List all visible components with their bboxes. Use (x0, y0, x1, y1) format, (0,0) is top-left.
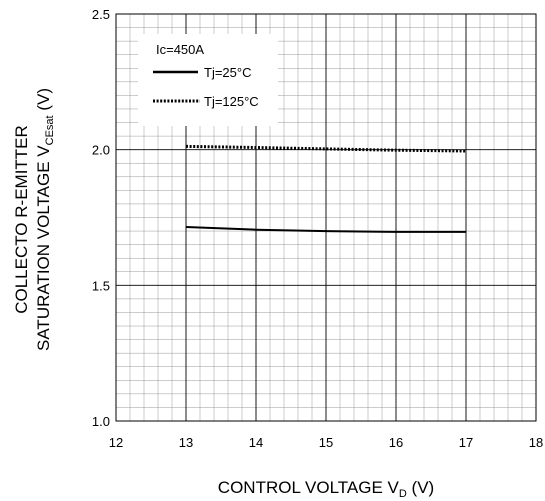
legend-label-tj25: Tj=25°C (204, 65, 251, 80)
legend: Ic=450A Tj=25°C Tj=125°C (138, 34, 278, 126)
legend-label-tj125: Tj=125°C (204, 94, 259, 109)
x-tick-labels: 12 13 14 15 16 17 18 (109, 435, 543, 450)
x-tick-label: 16 (389, 435, 403, 450)
plot-frame (115, 13, 537, 422)
y-axis-label-line2-main: SATURATION VOLTAGE V (34, 145, 53, 351)
y-tick-label: 1.5 (92, 278, 110, 293)
legend-title: Ic=450A (156, 42, 204, 57)
y-axis-label-line1: COLLECTO R-EMITTER (12, 125, 31, 314)
x-axis-label-unit: (V) (407, 478, 434, 497)
legend-background (138, 34, 278, 126)
x-tick-label: 14 (249, 435, 263, 450)
x-tick-label: 15 (319, 435, 333, 450)
y-tick-label: 2.0 (92, 143, 110, 158)
x-axis-label-subscript: D (399, 488, 407, 500)
x-tick-label: 13 (179, 435, 193, 450)
x-tick-label: 17 (459, 435, 473, 450)
x-axis-label: CONTROL VOLTAGE VD (V) (218, 478, 434, 500)
series-layer (185, 144, 467, 233)
y-axis-label: COLLECTO R-EMITTER SATURATION VOLTAGE VC… (12, 88, 56, 351)
x-axis-label-main: CONTROL VOLTAGE V (218, 478, 400, 497)
y-tick-label: 1.0 (92, 414, 110, 429)
x-tick-label: 18 (529, 435, 543, 450)
y-tick-labels: 1.0 1.5 2.0 2.5 (92, 7, 110, 429)
y-axis-label-line2: SATURATION VOLTAGE VCEsat (V) (34, 88, 56, 351)
x-tick-label: 12 (109, 435, 123, 450)
series-line-tj25 (185, 226, 466, 233)
y-tick-label: 2.5 (92, 7, 110, 22)
y-axis-label-subscript: CEsat (44, 115, 56, 145)
y-axis-label-line2-unit: (V) (34, 88, 53, 115)
